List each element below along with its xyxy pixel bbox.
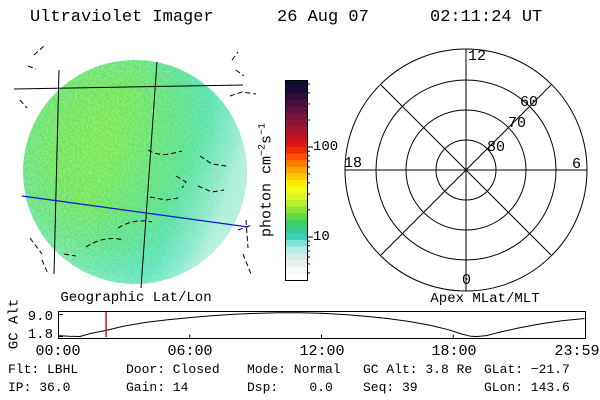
mlt-label-6: 6 bbox=[572, 156, 582, 173]
header-date: 26 Aug 07 bbox=[277, 8, 369, 27]
xtick-1200: 12:00 bbox=[299, 343, 345, 360]
status-gc-alt: GC Alt: 3.8 Re bbox=[363, 362, 473, 377]
status-mode: Mode: Normal bbox=[247, 362, 341, 377]
xtick-2359: 23:59 bbox=[554, 343, 600, 360]
coastline-overlay bbox=[19, 45, 257, 275]
status-door: Door: Closed bbox=[126, 362, 220, 377]
mlat-label-60: 60 bbox=[520, 94, 539, 111]
status-glat: GLat: −21.7 bbox=[484, 362, 570, 377]
header-time: 02:11:24 UT bbox=[430, 8, 543, 27]
magnetic-equator-line bbox=[21, 195, 249, 228]
colorbar bbox=[285, 80, 313, 281]
xtick-0600: 06:00 bbox=[167, 343, 213, 360]
uv-disk-image bbox=[13, 45, 257, 289]
gc-alt-chart bbox=[57, 311, 586, 339]
status-flight: Flt: LBHL bbox=[8, 362, 79, 377]
mlt-label-0: 0 bbox=[462, 272, 472, 289]
status-gain: Gain: 14 bbox=[126, 380, 189, 395]
ytick-9.0: 9.0 bbox=[27, 309, 53, 325]
page-title: Ultraviolet Imager bbox=[30, 8, 214, 27]
colorbar-tick-label-10: 10 bbox=[313, 229, 330, 245]
mlt-label-18: 18 bbox=[344, 155, 363, 172]
status-dsp: Dsp: 0.0 bbox=[247, 380, 333, 395]
mlat-label-80: 80 bbox=[487, 139, 506, 156]
polar-caption: Apex MLat/MLT bbox=[430, 291, 540, 307]
ytick-1.8: 1.8 bbox=[27, 327, 53, 343]
mlt-label-12: 12 bbox=[468, 48, 487, 65]
gc-alt-curve bbox=[57, 312, 585, 337]
disk-caption: Geographic Lat/Lon bbox=[60, 290, 212, 306]
xtick-0000: 00:00 bbox=[35, 343, 81, 360]
xtick-1800: 18:00 bbox=[431, 343, 477, 360]
mlat-label-70: 70 bbox=[508, 115, 527, 132]
status-ip: IP: 36.0 bbox=[8, 380, 71, 395]
colorbar-tick-label-100: 100 bbox=[313, 139, 339, 155]
colorbar-units-label: photon cm−2s−1 bbox=[257, 122, 276, 238]
polar-grid bbox=[344, 48, 588, 292]
status-seq: Seq: 39 bbox=[363, 380, 418, 395]
geographic-grid-lines bbox=[13, 61, 244, 289]
status-glon: GLon: 143.6 bbox=[484, 380, 570, 395]
